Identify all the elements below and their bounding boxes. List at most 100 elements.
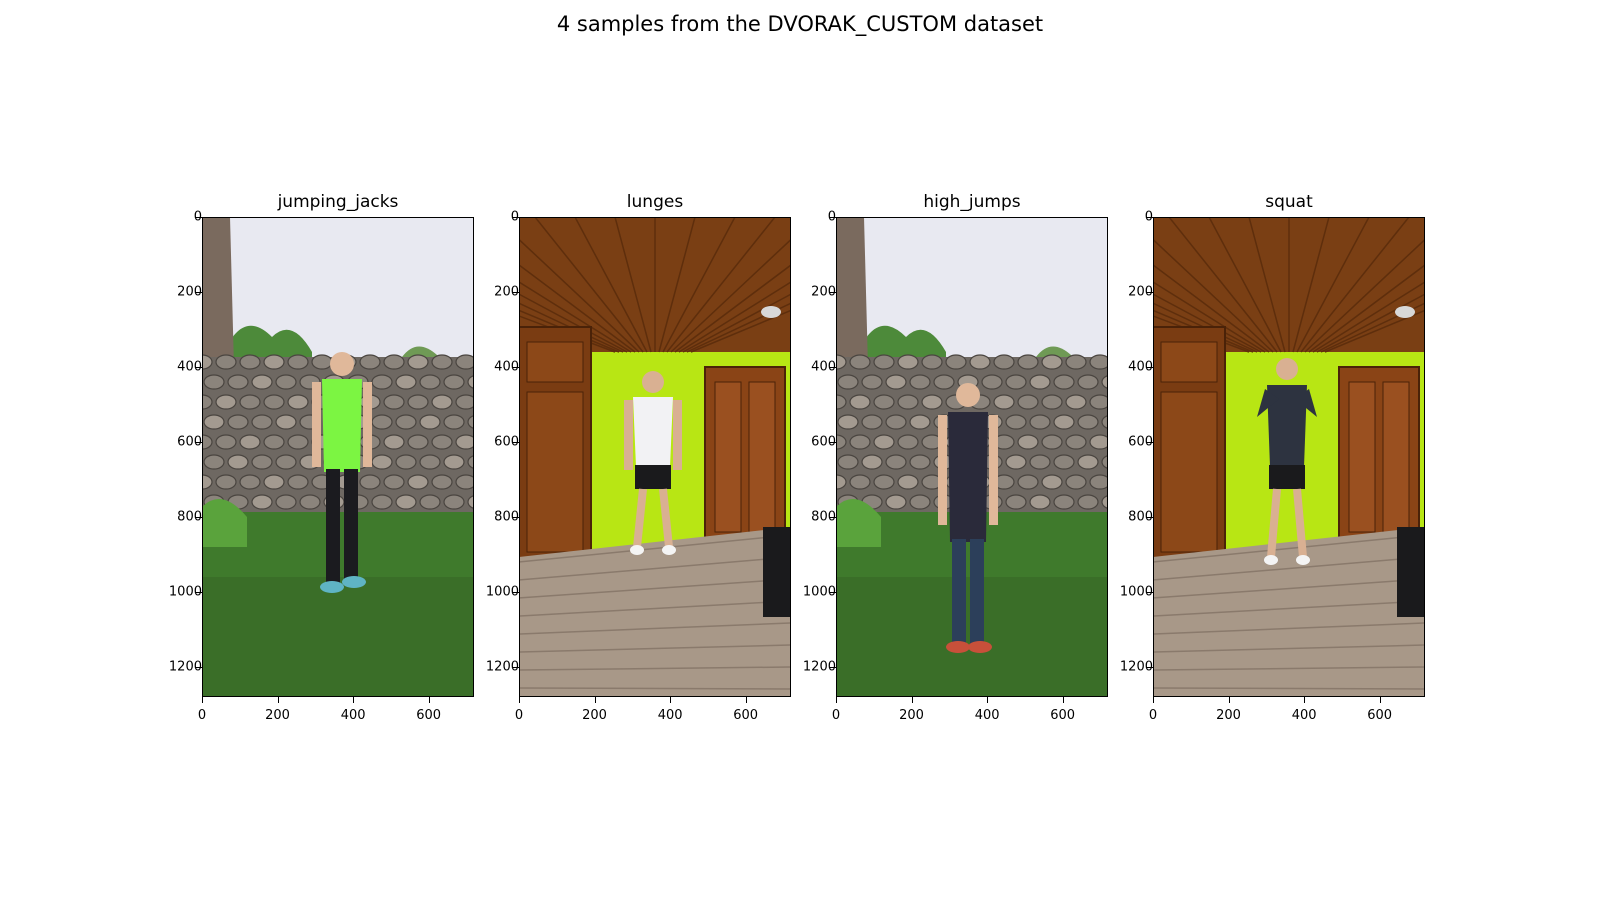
y-tick-mark — [513, 217, 519, 218]
y-tick-mark — [830, 442, 836, 443]
y-tick-mark — [196, 367, 202, 368]
x-tick-label: 600 — [1367, 708, 1393, 723]
x-tick-mark — [519, 697, 520, 703]
x-tick-mark — [1062, 697, 1064, 703]
y-tick-label: 800 — [811, 509, 836, 525]
y-tick-label: 200 — [177, 284, 202, 300]
y-tick-label: 1000 — [802, 584, 836, 600]
x-tick-label: 600 — [733, 708, 759, 723]
y-tick-label: 800 — [1128, 509, 1153, 525]
figure-title: 4 samples from the DVORAK_CUSTOM dataset — [556, 12, 1044, 36]
x-tick-label: 600 — [1050, 708, 1076, 723]
y-tick-label: 200 — [1128, 284, 1153, 300]
x-tick-label: 400 — [1291, 708, 1317, 723]
x-tick-label: 0 — [831, 708, 841, 723]
y-tick-mark — [196, 292, 202, 293]
x-tick-mark — [1153, 697, 1154, 703]
x-tick-mark — [836, 697, 837, 703]
y-tick-label: 1000 — [485, 584, 519, 600]
photo-content — [520, 218, 790, 696]
x-tick-mark — [670, 697, 672, 703]
y-tick-mark — [513, 367, 519, 368]
y-tick-mark — [830, 292, 836, 293]
x-tick-label: 200 — [582, 708, 607, 723]
y-tick-mark — [513, 442, 519, 443]
subplot-title: jumping_jacks — [277, 192, 399, 212]
x-tick-mark — [911, 697, 913, 703]
y-tick-mark — [513, 592, 519, 593]
y-tick-label: 0 — [1144, 209, 1153, 225]
photo-content — [1154, 218, 1424, 696]
y-tick-mark — [830, 592, 836, 593]
y-tick-label: 200 — [811, 284, 836, 300]
x-tick-label: 400 — [974, 708, 1000, 723]
y-tick-mark — [1147, 367, 1153, 368]
y-tick-mark — [513, 517, 519, 518]
y-tick-mark — [830, 367, 836, 368]
x-tick-label: 200 — [1216, 708, 1241, 723]
x-tick-label: 0 — [1148, 708, 1158, 723]
y-tick-mark — [830, 217, 836, 218]
y-tick-mark — [1147, 592, 1153, 593]
x-tick-label: 200 — [265, 708, 290, 723]
x-tick-label: 200 — [899, 708, 924, 723]
y-tick-label: 0 — [193, 209, 202, 225]
x-tick-mark — [428, 697, 430, 703]
x-tick-mark — [1304, 697, 1306, 703]
y-tick-label: 600 — [177, 434, 202, 450]
sample-image-high-jumps — [836, 217, 1108, 697]
photo-content — [203, 218, 473, 696]
y-tick-label: 600 — [811, 434, 836, 450]
x-tick-label: 0 — [514, 708, 524, 723]
y-tick-label: 800 — [177, 509, 202, 525]
y-tick-mark — [830, 667, 836, 668]
y-tick-mark — [1147, 517, 1153, 518]
y-tick-mark — [196, 667, 202, 668]
y-tick-label: 600 — [1128, 434, 1153, 450]
sample-image-jumping-jacks — [202, 217, 474, 697]
subplot-lunges: lunges 0 200 400 600 800 1000 1200 0 200 400 600 — [460, 183, 810, 743]
y-tick-label: 1200 — [485, 659, 519, 675]
sample-image-lunges — [519, 217, 791, 697]
x-tick-mark — [277, 697, 279, 703]
subplot-title: lunges — [626, 192, 684, 212]
subplot-high-jumps: high_jumps 0 200 400 600 800 1000 1200 0 200 400 6… — [777, 183, 1127, 743]
y-tick-label: 800 — [494, 509, 519, 525]
subplot-title: squat — [1265, 192, 1313, 212]
y-tick-label: 600 — [494, 434, 519, 450]
y-tick-mark — [513, 667, 519, 668]
y-tick-mark — [196, 442, 202, 443]
y-tick-label: 0 — [510, 209, 519, 225]
y-tick-mark — [830, 517, 836, 518]
y-tick-mark — [196, 592, 202, 593]
x-tick-mark — [745, 697, 747, 703]
sample-image-squat — [1153, 217, 1425, 697]
x-tick-mark — [987, 697, 989, 703]
x-tick-mark — [353, 697, 355, 703]
x-tick-label: 400 — [657, 708, 683, 723]
x-tick-mark — [1379, 697, 1381, 703]
photo-content — [837, 218, 1107, 696]
x-tick-label: 400 — [340, 708, 366, 723]
y-tick-mark — [1147, 292, 1153, 293]
y-tick-label: 1200 — [1119, 659, 1153, 675]
y-tick-label: 400 — [494, 359, 519, 375]
y-tick-label: 400 — [811, 359, 836, 375]
y-tick-mark — [1147, 217, 1153, 218]
y-tick-label: 1000 — [168, 584, 202, 600]
y-tick-mark — [196, 217, 202, 218]
x-tick-mark — [202, 697, 203, 703]
y-tick-label: 200 — [494, 284, 519, 300]
y-tick-label: 400 — [177, 359, 202, 375]
y-tick-label: 0 — [827, 209, 836, 225]
y-tick-mark — [513, 292, 519, 293]
y-tick-mark — [1147, 442, 1153, 443]
x-tick-mark — [1228, 697, 1230, 703]
subplot-jumping-jacks: jumping_jacks 0 200 400 600 800 1000 1200 0 200 4… — [143, 183, 493, 743]
y-tick-mark — [196, 517, 202, 518]
y-tick-label: 1200 — [802, 659, 836, 675]
y-tick-mark — [1147, 667, 1153, 668]
subplot-title: high_jumps — [923, 192, 1021, 212]
y-tick-label: 1000 — [1119, 584, 1153, 600]
x-tick-label: 0 — [197, 708, 207, 723]
